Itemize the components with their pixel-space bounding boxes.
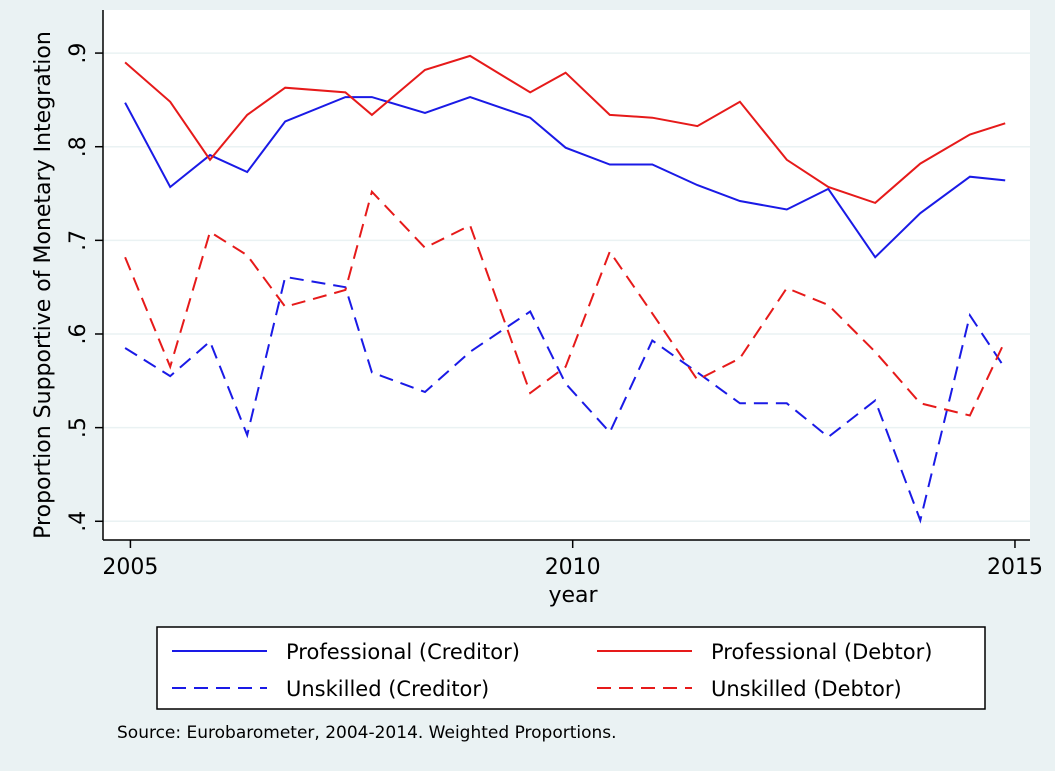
legend-label: Unskilled (Debtor) — [711, 677, 902, 701]
legend-label: Unskilled (Creditor) — [286, 677, 489, 701]
legend-label: Professional (Debtor) — [711, 640, 932, 664]
x-tick-label: 2015 — [987, 555, 1043, 580]
y-tick-label: .5 — [66, 417, 91, 438]
y-tick-label: .7 — [66, 230, 91, 251]
x-tick-label: 2010 — [545, 555, 601, 580]
series-line — [124, 189, 1007, 417]
y-tick-label: .4 — [66, 511, 91, 532]
y-tick-label: .8 — [66, 136, 91, 157]
x-tick-label: 2005 — [102, 555, 158, 580]
series-line — [124, 54, 1006, 205]
x-axis-label: year — [548, 583, 598, 608]
y-axis-label: Proportion Supportive of Monetary Integr… — [31, 31, 56, 539]
legend-label: Professional (Creditor) — [286, 640, 520, 664]
legend — [156, 626, 986, 710]
series-line — [124, 96, 1006, 259]
y-tick-label: .9 — [66, 43, 91, 64]
source-note: Source: Eurobarometer, 2004-2014. Weight… — [117, 723, 617, 743]
plot-area — [103, 10, 1030, 540]
y-tick-label: .6 — [66, 323, 91, 344]
